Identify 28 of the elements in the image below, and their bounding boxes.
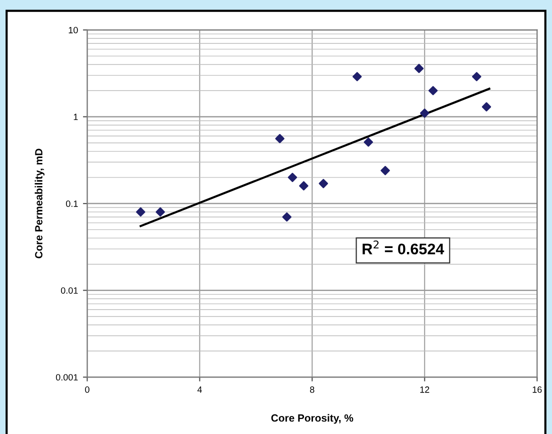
point — [156, 207, 165, 217]
point — [428, 86, 438, 96]
x-tick-label: 0 — [85, 386, 90, 393]
point — [275, 134, 284, 144]
x-tick-label: 8 — [310, 386, 314, 393]
point — [380, 166, 390, 176]
point — [472, 72, 482, 82]
y-tick-label: 0.001 — [56, 374, 78, 381]
x-axis-title: Core Porosity, % — [271, 414, 354, 424]
point — [352, 72, 362, 82]
point — [299, 181, 308, 190]
y-tick-label: 0.1 — [66, 200, 78, 207]
point — [364, 138, 374, 147]
y-tick-label: 1 — [74, 114, 78, 120]
point — [136, 207, 146, 217]
y-tick-label: 10 — [68, 26, 78, 34]
point — [420, 108, 430, 118]
point — [288, 172, 298, 182]
x-tick-label: 4 — [197, 386, 202, 393]
point — [282, 212, 292, 222]
annotation: R$^{2}$ = 0.6524 — [362, 240, 444, 254]
y-axis-title: Core Permeability, mD — [34, 148, 44, 258]
point — [414, 64, 424, 74]
point — [482, 102, 492, 112]
x-tick-label: 12 — [420, 386, 430, 393]
point — [318, 178, 328, 188]
y-tick-label: 0.01 — [60, 287, 78, 294]
x-tick-label: 16 — [532, 386, 542, 393]
